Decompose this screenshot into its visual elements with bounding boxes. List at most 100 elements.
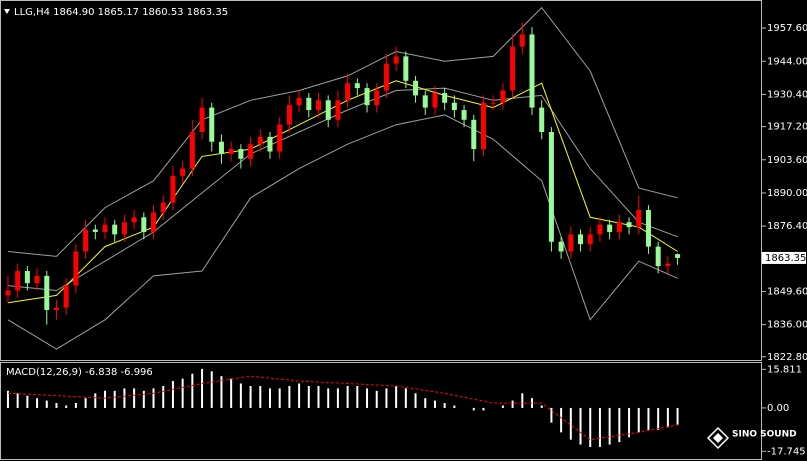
candle-body [393,56,399,64]
candle-body [24,270,30,284]
candle-body [364,88,370,106]
candle-body [121,222,127,235]
macd-bar [453,405,456,408]
candle-body [480,102,486,150]
macd-bar [113,390,116,408]
macd-bar [336,388,339,408]
macd-bar [133,388,136,408]
candle-body [529,34,535,108]
candle-body [548,131,554,242]
macd-bar [16,393,19,408]
macd-bar [628,407,631,438]
candle-body [228,149,234,154]
y-tick-label: 1957.60 [767,23,807,34]
candle-body [490,102,496,104]
macd-bar [433,400,436,408]
macd-bar [239,383,242,408]
macd-bar [482,407,485,411]
macd-bar [249,385,252,408]
candle-body [209,107,215,142]
candle-body [461,110,467,120]
candle-body [296,97,302,106]
macd-bar [676,407,679,425]
candle-body [63,285,69,308]
y-tick-label: -17.745 [767,446,806,457]
candle-body [597,224,603,235]
candle-body [578,234,584,245]
indicator-line [7,375,678,441]
candle-body [180,168,186,176]
candle-body [92,229,98,232]
candle-body [34,275,40,284]
macd-bar [268,388,271,408]
macd-bar [278,388,281,408]
macd-bar [84,398,87,408]
macd-bar [608,407,611,445]
y-tick-label: 0.00 [767,403,789,414]
macd-bar [414,393,417,408]
macd-bar [385,388,388,408]
macd-bar [579,407,582,445]
logo-mark [706,426,730,450]
candle-body [354,83,360,89]
menu-arrow [4,9,10,14]
candle-body [248,144,254,159]
price-tag-label: 1863.35 [765,253,806,264]
candle-body [306,97,312,111]
candle-body [160,202,166,213]
candle-body [626,222,632,228]
candle-body [316,100,322,111]
macd-bar [201,368,204,408]
macd-bar [424,398,427,408]
macd-bar [375,390,378,408]
macd-bar [317,385,320,408]
macd-bar [443,403,446,408]
candle-body [141,217,147,232]
macd-bar [210,371,213,408]
candle-body [558,241,564,252]
candle-body [15,270,21,291]
macd-bar [65,405,68,408]
macd-bar [356,385,359,408]
candle-body [73,251,79,286]
y-tick-label: 1822.80 [767,352,807,363]
macd-header: MACD(12,26,9) -6.838 -6.996 [6,367,153,378]
candle-body [442,92,448,103]
macd-bar [637,407,640,433]
macd-bar [26,395,29,408]
macd-bar [666,407,669,428]
y-tick-label: 15.811 [767,364,802,375]
macd-bar [230,378,233,408]
macd-bar [171,381,174,408]
macd-bar [94,393,97,408]
macd-bar [521,393,524,408]
macd-bar [259,385,262,408]
candle-body [131,217,137,223]
candle-body [616,222,622,232]
macd-bar [181,378,184,408]
y-tick-label: 1890.00 [767,188,807,199]
candle-body [102,224,108,232]
y-tick-label: 1917.20 [767,122,807,133]
candle-body [510,46,516,91]
candle-body [413,80,419,96]
candle-body [383,63,389,91]
macd-bar [511,400,514,408]
indicator-line [7,87,678,292]
macd-bar [404,388,407,408]
macd-bar [162,385,165,408]
indicator-line [7,114,678,350]
price-tag [762,251,806,264]
candle-body [587,234,593,245]
candle-body [539,107,545,132]
macd-bar [550,407,553,423]
macd-bar [74,403,77,408]
macd-bar [589,407,592,448]
candle-body [568,234,574,252]
candle-body [286,105,292,125]
candle-body [675,254,681,258]
macd-bar [152,388,155,408]
candle-body [403,56,409,81]
macd-bar [346,385,349,408]
